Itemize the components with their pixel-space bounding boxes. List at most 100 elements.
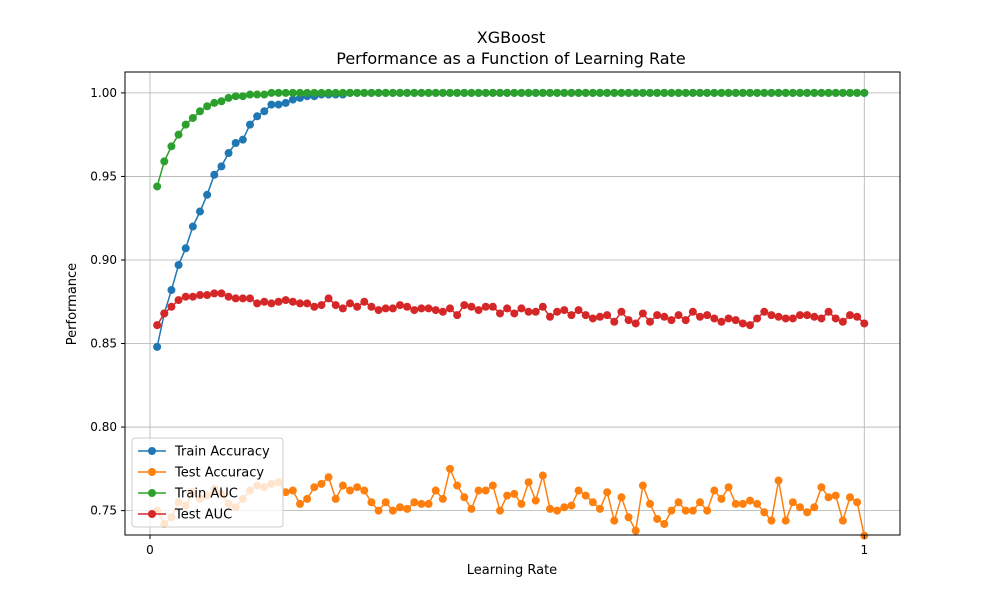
point-train-auc xyxy=(424,88,433,97)
point-train-auc xyxy=(210,98,219,107)
point-train-accuracy xyxy=(281,98,290,107)
point-test-auc xyxy=(353,302,362,311)
y-tick-label: 0.95 xyxy=(90,169,117,183)
point-test-auc xyxy=(653,311,662,320)
chart-subtitle: Performance as a Function of Learning Ra… xyxy=(336,49,685,68)
point-test-auc xyxy=(681,316,690,325)
point-test-auc xyxy=(317,301,326,310)
plot-frame xyxy=(124,71,901,536)
point-test-auc xyxy=(338,304,347,313)
point-train-auc xyxy=(267,88,276,97)
point-test-accuracy xyxy=(588,498,597,507)
point-test-auc xyxy=(581,311,590,320)
point-test-auc xyxy=(724,314,733,323)
point-train-auc xyxy=(517,88,526,97)
point-test-auc xyxy=(531,307,540,316)
point-test-auc xyxy=(803,311,812,320)
point-train-auc xyxy=(288,88,297,97)
point-test-accuracy xyxy=(710,486,719,495)
point-test-auc xyxy=(253,299,262,308)
point-train-auc xyxy=(617,88,626,97)
point-train-auc xyxy=(524,88,533,97)
y-tick-label: 1.00 xyxy=(90,86,117,100)
point-train-auc xyxy=(496,88,504,97)
point-train-auc xyxy=(388,88,397,97)
point-test-auc xyxy=(196,291,204,300)
legend: Train Accuracy Test Accuracy Train AUC Test… xyxy=(131,437,284,528)
point-test-auc xyxy=(538,302,547,311)
point-test-auc xyxy=(496,309,504,318)
point-train-auc xyxy=(510,88,519,97)
point-test-accuracy xyxy=(374,506,383,515)
point-test-accuracy xyxy=(788,498,797,507)
point-test-auc xyxy=(174,296,183,305)
point-train-auc xyxy=(160,157,169,166)
point-train-auc xyxy=(746,88,754,97)
y-axis-ticks: 0.75 0.80 0.85 0.90 0.95 1.00 xyxy=(90,86,125,518)
point-train-auc xyxy=(581,88,590,97)
point-test-accuracy xyxy=(431,486,440,495)
point-test-accuracy xyxy=(631,526,640,535)
legend-label: Train AUC xyxy=(174,487,238,502)
point-train-auc xyxy=(453,88,462,97)
point-test-accuracy xyxy=(460,493,469,502)
point-test-auc xyxy=(188,292,197,301)
point-train-auc xyxy=(731,88,740,97)
x-tick-label: 1 xyxy=(860,543,868,557)
point-test-auc xyxy=(346,299,354,308)
point-test-accuracy xyxy=(296,499,304,508)
point-test-accuracy xyxy=(831,491,840,500)
point-train-auc xyxy=(810,88,819,97)
point-test-auc xyxy=(160,309,169,318)
point-train-auc xyxy=(238,92,247,101)
point-test-auc xyxy=(181,292,190,301)
point-test-accuracy xyxy=(517,499,526,508)
point-test-accuracy xyxy=(796,503,804,512)
point-test-auc xyxy=(767,311,776,320)
point-test-auc xyxy=(774,312,783,321)
point-train-auc xyxy=(553,88,562,97)
point-test-auc xyxy=(738,319,747,328)
point-test-auc xyxy=(296,299,304,308)
point-test-accuracy xyxy=(410,498,419,507)
point-test-auc xyxy=(760,307,769,316)
point-test-accuracy xyxy=(774,476,783,485)
point-test-auc xyxy=(703,311,712,320)
point-test-auc xyxy=(517,304,526,313)
point-test-auc xyxy=(574,306,583,315)
point-train-auc xyxy=(674,88,683,97)
point-train-auc xyxy=(738,88,747,97)
point-test-accuracy xyxy=(424,499,433,508)
x-axis-label: Learning Rate xyxy=(467,563,557,578)
point-test-auc xyxy=(567,311,576,320)
point-test-auc xyxy=(553,307,562,316)
point-train-auc xyxy=(853,88,862,97)
point-train-auc xyxy=(274,88,283,97)
point-train-accuracy xyxy=(181,244,190,253)
point-test-accuracy xyxy=(767,516,776,525)
point-train-auc xyxy=(360,88,369,97)
point-test-accuracy xyxy=(317,479,326,488)
point-test-auc xyxy=(288,297,297,306)
point-test-accuracy xyxy=(817,483,826,492)
point-train-auc xyxy=(338,88,347,97)
point-test-auc xyxy=(153,321,162,330)
point-test-accuracy xyxy=(624,513,633,522)
point-test-accuracy xyxy=(781,516,790,525)
point-test-auc xyxy=(396,301,404,310)
point-train-auc xyxy=(703,88,712,97)
point-test-accuracy xyxy=(496,506,504,515)
point-test-auc xyxy=(374,306,383,315)
point-test-accuracy xyxy=(753,499,762,508)
point-train-auc xyxy=(181,120,190,129)
point-train-auc xyxy=(503,88,512,97)
point-train-accuracy xyxy=(153,342,162,351)
point-train-auc xyxy=(574,88,583,97)
point-test-auc xyxy=(453,311,462,320)
point-test-auc xyxy=(210,289,219,298)
point-test-auc xyxy=(588,314,597,323)
point-train-auc xyxy=(474,88,483,97)
point-test-accuracy xyxy=(467,504,476,513)
point-test-auc xyxy=(238,294,247,303)
point-test-accuracy xyxy=(338,481,347,490)
